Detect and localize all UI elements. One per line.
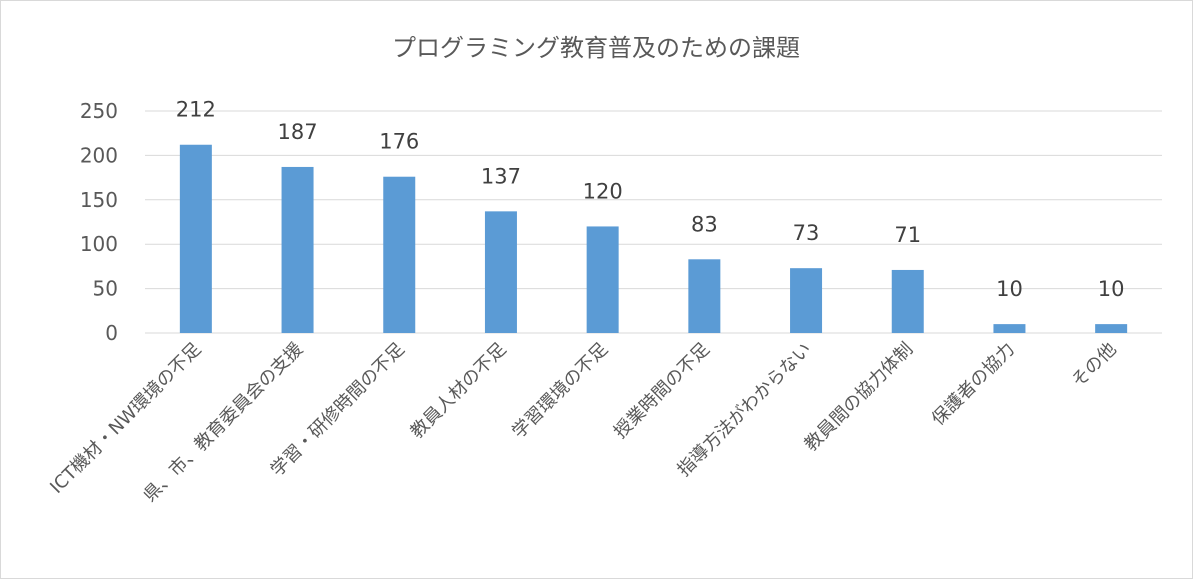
y-tick-label: 200	[80, 143, 118, 167]
data-label: 120	[583, 179, 623, 203]
bar	[688, 259, 721, 333]
gridlines	[145, 110, 1162, 334]
chart-title: プログラミング教育普及のための課題	[392, 34, 800, 62]
x-category-label: 授業時間の不足	[610, 339, 714, 443]
x-axis-labels: ICT機材・NW環境の不足県、市、教育委員会の支援学習・研修時間の不足教員人材の…	[46, 339, 1120, 507]
data-labels: 212 187 176 137 120 83 73 71 10 10	[176, 98, 1125, 301]
y-tick-label: 100	[80, 232, 118, 256]
bar	[281, 166, 314, 333]
bar	[383, 176, 416, 333]
y-tick-label: 150	[80, 188, 118, 212]
data-label: 10	[996, 277, 1023, 301]
bar	[586, 226, 619, 333]
bar	[484, 211, 517, 333]
bar	[891, 269, 924, 333]
data-label: 73	[793, 221, 820, 245]
bar	[1095, 324, 1128, 333]
data-label: 83	[691, 212, 718, 236]
data-label: 137	[481, 164, 521, 188]
x-category-label: 学習環境の不足	[508, 339, 612, 443]
bars	[179, 144, 1128, 333]
bar	[790, 268, 823, 333]
data-label: 176	[379, 130, 419, 154]
bar	[993, 324, 1026, 333]
y-tick-label: 0	[105, 321, 118, 345]
x-category-label: 教員人材の不足	[407, 339, 511, 443]
data-label: 212	[176, 98, 216, 122]
y-axis-ticks: 0 50 100 150 200 250	[80, 99, 118, 345]
data-label: 187	[278, 120, 318, 144]
bar	[179, 144, 212, 333]
y-tick-label: 250	[80, 99, 118, 123]
data-label: 10	[1098, 277, 1125, 301]
x-category-label: 教員間の協力体制	[801, 339, 918, 456]
y-tick-label: 50	[93, 277, 118, 301]
x-category-label: その他	[1068, 339, 1121, 392]
x-category-label: 保護者の協力	[928, 339, 1019, 430]
data-label: 71	[894, 223, 921, 247]
